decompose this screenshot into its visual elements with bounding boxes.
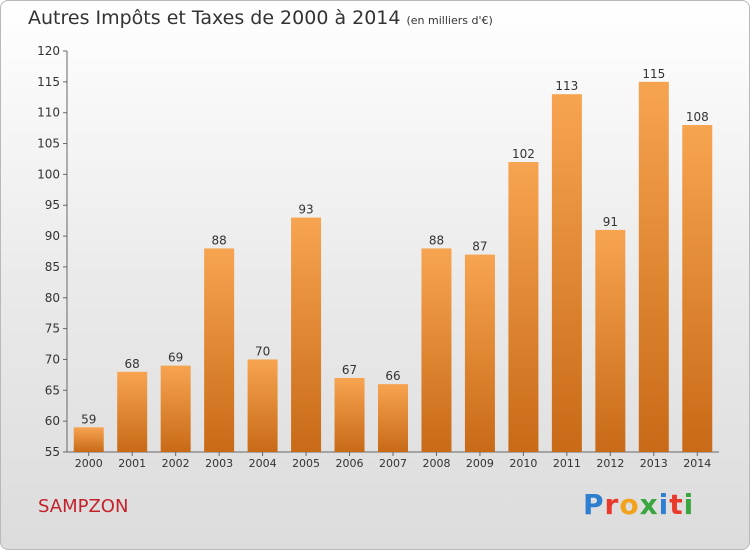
bar-value-label: 87 bbox=[472, 240, 487, 254]
logo-letter: i bbox=[683, 488, 695, 521]
logo-letter: P bbox=[583, 488, 605, 521]
bar-value-label: 108 bbox=[686, 110, 709, 124]
x-tick-label: 2014 bbox=[683, 457, 711, 470]
x-tick-label: 2004 bbox=[249, 457, 277, 470]
x-tick-label: 2009 bbox=[466, 457, 494, 470]
y-tick-label: 55 bbox=[45, 445, 60, 459]
bar bbox=[551, 94, 582, 452]
x-tick-label: 2012 bbox=[596, 457, 624, 470]
y-tick-label: 120 bbox=[37, 44, 60, 58]
y-tick-label: 90 bbox=[45, 229, 60, 243]
chart-title: Autres Impôts et Taxes de 2000 à 2014 (en… bbox=[28, 7, 493, 29]
bar-value-label: 59 bbox=[81, 412, 96, 426]
bar bbox=[378, 384, 408, 452]
y-tick-label: 75 bbox=[45, 322, 60, 336]
x-tick-label: 2006 bbox=[336, 457, 364, 470]
y-tick-label: 115 bbox=[37, 75, 60, 89]
x-tick-label: 2008 bbox=[422, 457, 450, 470]
y-tick-label: 110 bbox=[37, 106, 60, 120]
y-tick-label: 70 bbox=[45, 352, 60, 366]
bar bbox=[247, 359, 278, 452]
bar-value-label: 70 bbox=[255, 344, 270, 358]
proxiti-logo: Proxiti bbox=[583, 488, 694, 521]
chart-subtitle: (en milliers d'€) bbox=[406, 14, 493, 27]
logo-letter: i bbox=[658, 488, 670, 521]
x-tick-label: 2007 bbox=[379, 457, 407, 470]
bar-value-label: 88 bbox=[429, 233, 444, 247]
x-tick-label: 2005 bbox=[292, 457, 320, 470]
bar bbox=[160, 365, 191, 452]
y-tick-label: 100 bbox=[37, 167, 60, 181]
bar-value-label: 113 bbox=[555, 79, 578, 93]
bar bbox=[73, 427, 104, 452]
bar bbox=[204, 248, 235, 452]
bar bbox=[291, 217, 322, 452]
y-tick-label: 95 bbox=[45, 198, 60, 212]
x-tick-label: 2001 bbox=[118, 457, 146, 470]
town-name: SAMPZON bbox=[38, 496, 129, 517]
logo-letter: x bbox=[639, 488, 659, 521]
y-tick-label: 85 bbox=[45, 260, 60, 274]
bar bbox=[421, 248, 452, 452]
bar-value-label: 68 bbox=[125, 357, 140, 371]
y-tick-label: 60 bbox=[45, 414, 60, 428]
y-tick-label: 105 bbox=[37, 137, 60, 151]
x-tick-label: 2013 bbox=[640, 457, 668, 470]
y-tick-label: 65 bbox=[45, 383, 60, 397]
bar bbox=[595, 229, 626, 452]
x-tick-label: 2000 bbox=[75, 457, 103, 470]
bar bbox=[508, 162, 539, 453]
x-tick-label: 2011 bbox=[553, 457, 581, 470]
bar-value-label: 102 bbox=[512, 147, 535, 161]
bar bbox=[464, 254, 495, 452]
bar-value-label: 93 bbox=[298, 203, 313, 217]
chart-title-text: Autres Impôts et Taxes de 2000 à 2014 bbox=[28, 7, 401, 29]
bar bbox=[334, 377, 365, 452]
bar-value-label: 88 bbox=[211, 233, 226, 247]
bar bbox=[638, 81, 669, 452]
bar-value-label: 91 bbox=[603, 215, 618, 229]
bar bbox=[682, 125, 713, 453]
x-tick-label: 2002 bbox=[162, 457, 190, 470]
x-tick-label: 2003 bbox=[205, 457, 233, 470]
bar-value-label: 66 bbox=[385, 369, 400, 383]
logo-letter: t bbox=[669, 488, 684, 521]
bar-value-label: 115 bbox=[642, 67, 665, 81]
bar-value-label: 69 bbox=[168, 351, 183, 365]
logo-letter: r bbox=[604, 488, 620, 521]
bar-value-label: 67 bbox=[342, 363, 357, 377]
y-tick-label: 80 bbox=[45, 291, 60, 305]
x-tick-label: 2010 bbox=[509, 457, 537, 470]
bar bbox=[117, 371, 148, 452]
logo-letter: o bbox=[619, 488, 640, 521]
